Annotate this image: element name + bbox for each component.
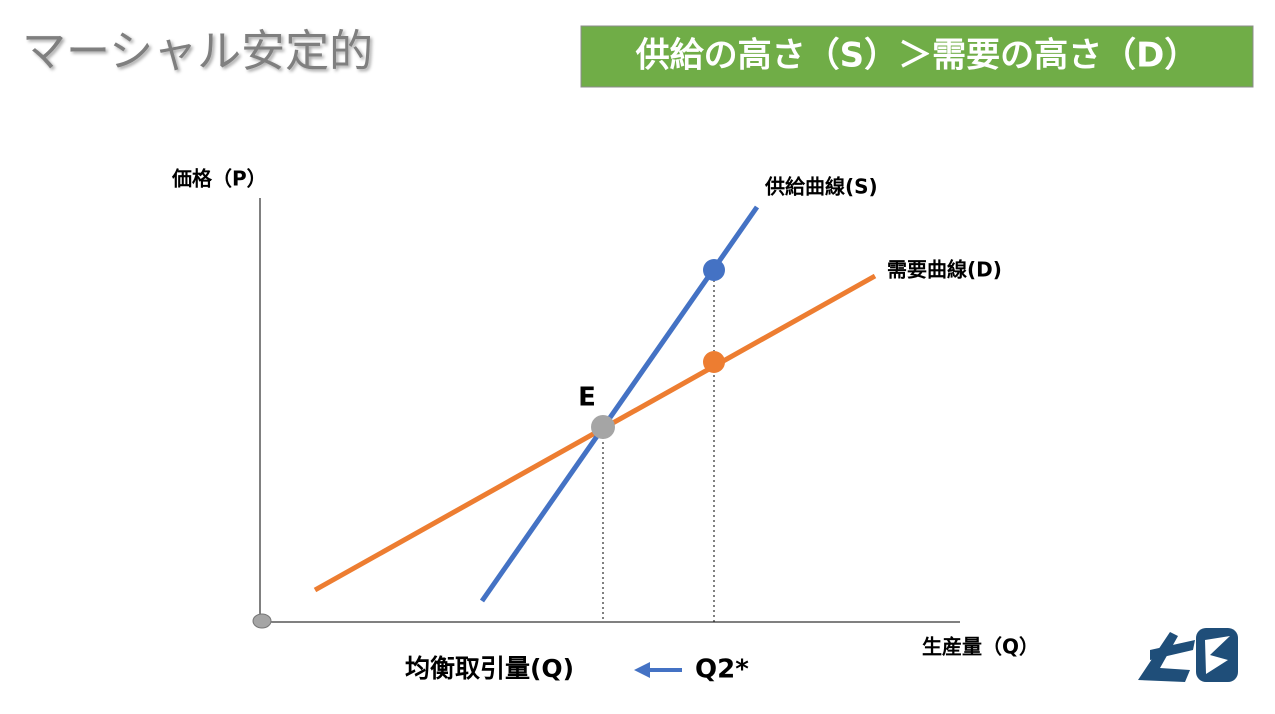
y-axis-label: 価格（P）: [171, 167, 267, 191]
demand-point: [703, 351, 725, 373]
equilibrium-point: [591, 415, 615, 439]
banner-text: 供給の高さ（S）＞需要の高さ（D）: [635, 36, 1199, 76]
x-axis-label: 生産量（Q）: [922, 635, 1039, 659]
title: マーシャル安定的: [22, 26, 373, 77]
demand-label: 需要曲線(D): [887, 258, 1002, 282]
equilibrium-label: E: [578, 383, 596, 413]
arrow-head: [634, 662, 650, 678]
banner-box: [580, 25, 1254, 88]
origin-dot: [252, 613, 272, 629]
equilibrium-quantity-label: 均衡取引量(Q): [405, 654, 574, 683]
supply-label: 供給曲線(S): [764, 175, 878, 199]
logo: [1138, 628, 1238, 682]
supply-point: [703, 259, 725, 281]
q2-label: Q2*: [695, 655, 749, 685]
